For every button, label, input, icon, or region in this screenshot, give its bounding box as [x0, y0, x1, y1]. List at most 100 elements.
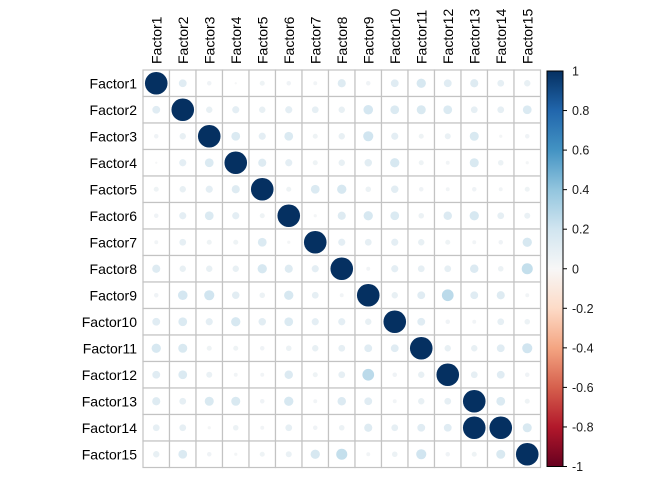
correlation-dot: [365, 80, 371, 86]
correlation-dot: [418, 239, 425, 246]
correlation-dot: [390, 79, 399, 88]
row-label: Factor12: [82, 367, 137, 383]
colorbar-tick-label: -0.6: [572, 381, 594, 395]
correlation-dot: [312, 372, 318, 378]
correlation-dot: [496, 396, 506, 406]
correlation-dot: [285, 451, 292, 458]
correlation-dot: [443, 79, 452, 88]
correlation-dot: [469, 211, 479, 221]
correlation-dot: [443, 105, 453, 115]
correlation-dot: [363, 211, 373, 221]
correlation-dot: [470, 79, 479, 88]
correlation-dot: [496, 291, 505, 300]
correlation-dot: [303, 230, 327, 254]
correlation-dot: [391, 185, 399, 193]
correlation-dot: [310, 449, 320, 459]
correlation-dot: [445, 160, 450, 165]
correlation-dot: [206, 265, 213, 272]
row-label: Factor4: [90, 155, 138, 171]
correlation-dot: [418, 371, 425, 378]
correlation-dot: [524, 80, 531, 87]
col-label: Factor9: [360, 16, 376, 64]
correlation-dot: [311, 291, 319, 299]
correlation-dot: [497, 265, 504, 272]
correlation-dot: [152, 264, 161, 273]
correlation-dot: [469, 131, 479, 141]
correlation-dot: [383, 310, 407, 334]
correlation-dot: [259, 292, 266, 299]
colorbar-tick-label: 0.8: [572, 104, 589, 118]
correlation-dot: [444, 133, 451, 140]
correlation-dot: [444, 265, 452, 273]
correlation-dot: [524, 133, 530, 139]
correlation-dot: [258, 318, 266, 326]
correlation-dot: [232, 106, 240, 114]
correlation-dot: [144, 71, 168, 95]
colorbar-tick-label: 1: [572, 65, 579, 79]
row-label: Factor1: [90, 75, 138, 91]
correlation-dot: [285, 424, 293, 432]
correlation-dot: [284, 264, 293, 273]
correlation-dot: [171, 98, 195, 122]
correlation-dot: [284, 131, 294, 141]
correlation-dot: [277, 204, 301, 228]
correlation-dot: [154, 240, 159, 245]
correlation-dot: [524, 398, 530, 404]
correlation-dot: [231, 396, 241, 406]
correlation-dot: [152, 317, 161, 326]
col-label: Factor13: [466, 9, 482, 64]
correlation-dot: [392, 399, 397, 404]
correlation-dot: [391, 451, 398, 458]
correlation-dot: [312, 425, 318, 431]
col-label: Factor3: [201, 16, 217, 64]
correlation-dot: [470, 264, 479, 273]
colorbar-tick-label: 0.6: [572, 144, 589, 158]
correlation-dot: [260, 372, 265, 377]
correlation-dot: [231, 317, 241, 327]
correlation-dot: [489, 416, 513, 440]
correlation-dot: [522, 343, 533, 354]
correlation-dot: [338, 344, 346, 352]
correlation-dot: [496, 344, 505, 353]
correlation-dot: [153, 292, 159, 298]
correlation-dot: [441, 289, 454, 302]
correlation-dot: [338, 238, 346, 246]
correlation-dot: [338, 106, 345, 113]
correlation-dot: [204, 290, 215, 301]
correlation-dot: [152, 424, 160, 432]
correlation-dot: [338, 371, 346, 379]
correlation-dot: [417, 317, 426, 326]
correlation-dot: [497, 318, 505, 326]
col-label: Factor2: [175, 16, 191, 64]
correlation-dot: [179, 424, 187, 432]
correlation-dot: [204, 211, 214, 221]
correlation-dot: [153, 213, 159, 219]
correlation-dot: [231, 185, 240, 194]
matrix-cell: [274, 228, 303, 257]
correlation-dot: [497, 106, 505, 114]
correlation-dot: [232, 291, 240, 299]
correlation-dot: [417, 423, 426, 432]
correlation-dot: [286, 80, 292, 86]
matrix-cell: [195, 228, 224, 257]
correlation-dot: [364, 238, 372, 246]
correlation-dot: [443, 211, 452, 220]
matrix-cell: [380, 334, 409, 363]
correlation-dot: [445, 319, 451, 325]
correlation-dot: [471, 345, 478, 352]
correlation-dot: [337, 184, 347, 194]
correlation-dot: [470, 291, 479, 300]
correlation-dot: [178, 79, 187, 88]
correlation-dot: [313, 214, 317, 218]
row-label: Factor9: [90, 287, 138, 303]
correlation-dot: [204, 396, 214, 406]
correlation-dot: [497, 212, 505, 220]
col-label: Factor14: [493, 9, 509, 64]
row-label: Factor3: [90, 128, 138, 144]
correlation-dot: [177, 290, 188, 301]
col-label: Factor1: [148, 16, 164, 64]
correlation-dot: [337, 79, 346, 88]
correlation-dot: [436, 363, 460, 387]
colorbar: [546, 70, 564, 467]
